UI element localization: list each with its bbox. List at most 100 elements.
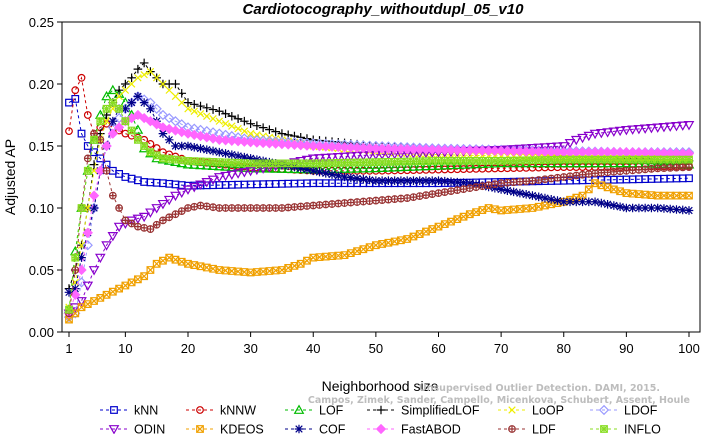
data-point-kdeos — [184, 259, 192, 268]
data-point-cof — [509, 187, 518, 197]
data-point-inflo — [202, 157, 211, 166]
data-point-ldf — [234, 204, 242, 212]
data-point-fastabod — [201, 132, 212, 143]
legend: kNN kNNW LOF SimplifiedLOF LoOP LDOF ODIN KDEOS… — [100, 404, 661, 434]
series-line-loop — [68, 70, 689, 308]
data-point-inflo — [497, 156, 506, 165]
data-point-ldf — [547, 174, 556, 183]
data-point-lof — [101, 90, 112, 101]
data-point-cof — [365, 175, 374, 185]
data-point-cof — [340, 172, 349, 182]
data-point-ldf — [603, 168, 612, 177]
data-point-cof — [133, 92, 143, 101]
data-point-inflo — [566, 155, 574, 164]
data-point-knn — [71, 94, 80, 103]
legend-label: FastABOD — [401, 423, 461, 434]
data-point-inflo — [359, 158, 368, 167]
data-point-ldf — [146, 225, 155, 233]
data-point-ldf — [240, 204, 249, 212]
data-point-cof — [390, 176, 399, 186]
data-point-ldf — [566, 172, 574, 181]
x-tick-label: 20 — [181, 341, 195, 356]
data-point-kdeos — [96, 294, 105, 302]
data-point-knnw — [71, 86, 80, 95]
data-point-knnw — [152, 144, 161, 152]
data-point-ldf — [634, 165, 643, 174]
data-point-fastabod — [257, 137, 269, 149]
legend-item-knnw: kNNW — [186, 404, 256, 418]
data-point-kdeos — [359, 245, 368, 254]
data-point-cof — [546, 195, 556, 204]
data-point-cof — [490, 183, 500, 193]
data-point-cof — [89, 203, 99, 213]
data-point-lof — [439, 160, 451, 170]
legend-marker — [108, 425, 120, 434]
data-point-odin — [583, 131, 595, 142]
data-point-ldf — [177, 207, 186, 215]
data-point-kdeos — [422, 227, 430, 236]
data-point-cof — [396, 176, 406, 186]
data-point-ldf — [653, 164, 662, 173]
data-point-inflo — [597, 155, 606, 164]
data-point-inflo — [309, 159, 318, 168]
data-point-inflo — [666, 155, 675, 164]
data-point-cof — [227, 150, 237, 159]
data-point-ldf — [397, 194, 405, 203]
x-tick-label: 100 — [678, 341, 700, 356]
data-point-odin — [664, 122, 676, 132]
data-point-odin — [533, 143, 545, 154]
data-point-ldf — [559, 173, 568, 181]
x-tick-label: 60 — [431, 341, 445, 356]
data-point-ldf — [534, 176, 543, 184]
data-point-inflo — [71, 253, 80, 262]
data-point-loop — [171, 92, 180, 101]
data-point-cof — [70, 284, 80, 293]
data-point-kdeos — [108, 287, 117, 296]
data-point-inflo — [685, 155, 693, 164]
data-point-lof — [226, 161, 238, 172]
data-point-inflo — [165, 155, 174, 163]
data-point-fastabod — [88, 190, 100, 201]
data-point-cof — [327, 170, 337, 179]
y-tick-label: 0.20 — [29, 77, 54, 92]
data-point-cof — [221, 149, 230, 158]
data-point-inflo — [315, 159, 324, 168]
data-point-kdeos — [303, 256, 311, 265]
data-point-ldf — [390, 195, 399, 203]
data-point-ldf — [572, 171, 581, 180]
data-point-cof — [139, 98, 149, 107]
data-point-inflo — [490, 156, 499, 165]
data-point-cof — [409, 176, 418, 186]
legend-label: LDOF — [624, 404, 658, 418]
data-point-cof — [171, 141, 180, 151]
data-point-inflo — [340, 158, 349, 167]
data-point-inflo — [378, 158, 387, 166]
data-point-odin — [627, 125, 638, 135]
data-point-kdeos — [309, 253, 318, 262]
legend-marker — [294, 424, 304, 434]
data-point-lof — [376, 162, 388, 172]
data-point-kdeos — [447, 217, 455, 226]
data-point-cof — [196, 144, 205, 153]
data-point-kdeos — [196, 262, 205, 271]
data-point-inflo — [259, 159, 268, 168]
data-point-inflo — [271, 159, 280, 168]
data-point-loop — [228, 122, 236, 130]
data-point-kdeos — [83, 300, 92, 308]
data-point-odin — [307, 154, 319, 164]
legend-marker — [598, 404, 610, 416]
data-point-inflo — [541, 156, 549, 164]
data-point-ldf — [359, 197, 368, 206]
data-point-cof — [647, 203, 656, 213]
series-loop — [65, 67, 693, 311]
data-point-odin — [320, 153, 332, 164]
data-point-fastabod — [245, 137, 256, 148]
data-point-inflo — [415, 157, 424, 166]
data-point-loop — [140, 70, 148, 79]
data-point-simplifiedlof — [271, 127, 280, 136]
data-point-cof — [584, 197, 594, 207]
data-point-knnw — [83, 111, 92, 119]
data-point-loop — [134, 74, 142, 82]
data-point-odin — [88, 266, 100, 276]
data-point-lof — [339, 163, 350, 173]
